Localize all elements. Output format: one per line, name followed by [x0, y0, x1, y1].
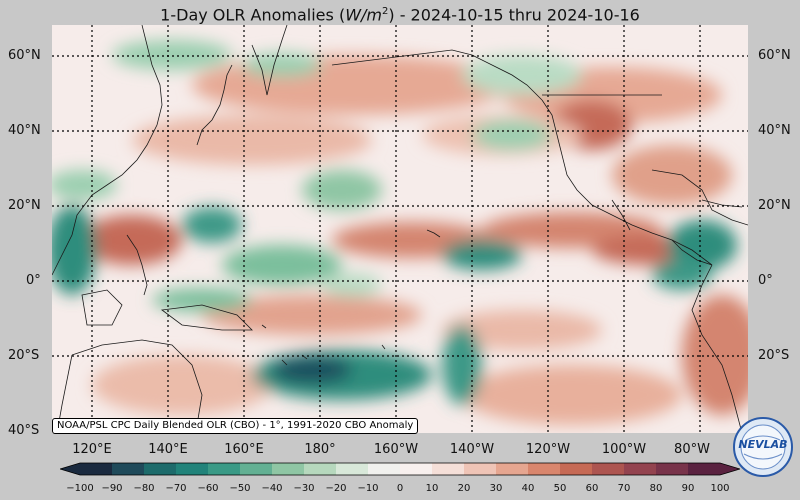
colorbar-extend-low — [60, 463, 80, 475]
coastlines — [52, 25, 748, 433]
colorbar-tick-label: 90 — [681, 483, 695, 494]
colorbar-segment — [432, 463, 465, 475]
lon-label-80w: 80°W — [674, 442, 710, 457]
colorbar-segments — [80, 463, 721, 475]
colorbar-segment — [176, 463, 209, 475]
colorbar-tick-label: 60 — [585, 483, 599, 494]
data-source-credit: NOAA/PSL CPC Daily Blended OLR (CBO) - 1… — [52, 418, 419, 434]
colorbar-segment — [208, 463, 241, 475]
colorbar-extend-high — [720, 463, 740, 475]
lat-label-eq-left: 0° — [26, 273, 41, 288]
colorbar — [60, 462, 740, 476]
colorbar-segment — [368, 463, 401, 475]
colorbar-tick-label: 30 — [489, 483, 503, 494]
colorbar-tick-label: 10 — [425, 483, 439, 494]
lat-label-40n-left: 40°N — [8, 123, 41, 138]
title-unit-base: W/m — [345, 5, 382, 25]
colorbar-tick-label: −60 — [197, 483, 219, 494]
colorbar-tick-label: −50 — [229, 483, 251, 494]
lon-label-140e: 140°E — [148, 442, 188, 457]
colorbar-segment — [560, 463, 593, 475]
colorbar-segment — [272, 463, 305, 475]
lat-label-40n-right: 40°N — [758, 123, 791, 138]
lon-label-160e: 160°E — [224, 442, 264, 457]
globe-icon — [733, 417, 793, 477]
map-title: 1-Day OLR Anomalies (W/m2) - 2024-10-15 … — [0, 0, 800, 24]
lat-label-60n-right: 60°N — [758, 48, 791, 63]
lat-label-20n-right: 20°N — [758, 198, 791, 213]
colorbar-tick-label: −80 — [133, 483, 155, 494]
title-prefix: 1-Day OLR Anomalies ( — [160, 5, 346, 25]
colorbar-outline — [60, 462, 740, 476]
colorbar-segment — [624, 463, 657, 475]
colorbar-tick-label: −20 — [325, 483, 347, 494]
colorbar-tick-label: −40 — [261, 483, 283, 494]
colorbar-segment — [688, 463, 721, 475]
graticule — [52, 25, 748, 433]
olr-anomaly-map — [52, 25, 748, 433]
map-canvas — [52, 25, 748, 433]
lon-label-140w: 140°W — [449, 442, 495, 457]
colorbar-tick-label: 20 — [457, 483, 471, 494]
logo-text: NEVLAB — [738, 438, 788, 451]
colorbar-tick-label: −90 — [101, 483, 123, 494]
colorbar-tick-label: −10 — [357, 483, 379, 494]
lon-label-120e: 120°E — [72, 442, 112, 457]
colorbar-tick-label: 70 — [617, 483, 631, 494]
colorbar-segment — [528, 463, 561, 475]
colorbar-segment — [304, 463, 337, 475]
lat-label-60n-left: 60°N — [8, 48, 41, 63]
title-suffix: ) - 2024-10-15 thru 2024-10-16 — [388, 5, 640, 25]
nevlab-logo: NEVLAB — [732, 416, 794, 478]
colorbar-tick-label: 50 — [553, 483, 567, 494]
lat-label-20s-right: 20°S — [758, 348, 790, 363]
lon-label-180: 180° — [304, 442, 336, 457]
colorbar-tick-label: 80 — [649, 483, 663, 494]
colorbar-segment — [144, 463, 177, 475]
colorbar-tick-label: 100 — [710, 483, 730, 494]
colorbar-tick-label: 40 — [521, 483, 535, 494]
lat-label-20s-left: 20°S — [8, 348, 40, 363]
lat-label-eq-right: 0° — [758, 273, 773, 288]
colorbar-segment — [496, 463, 529, 475]
colorbar-tick-label: −70 — [165, 483, 187, 494]
colorbar-segment — [112, 463, 145, 475]
colorbar-segment — [240, 463, 273, 475]
colorbar-tick-label: −30 — [293, 483, 315, 494]
colorbar-tick-label: −100 — [66, 483, 94, 494]
colorbar-segment — [592, 463, 625, 475]
lon-label-120w: 120°W — [525, 442, 571, 457]
colorbar-tick-label: 0 — [396, 483, 404, 494]
title-unit-exponent: 2 — [381, 6, 389, 17]
lat-label-20n-left: 20°N — [8, 198, 41, 213]
lon-label-160w: 160°W — [373, 442, 419, 457]
lat-label-40s-left: 40°S — [8, 423, 40, 438]
colorbar-segment — [400, 463, 433, 475]
colorbar-segment — [80, 463, 113, 475]
colorbar-segment — [464, 463, 497, 475]
lon-label-100w: 100°W — [601, 442, 647, 457]
colorbar-segment — [656, 463, 689, 475]
colorbar-segment — [336, 463, 369, 475]
